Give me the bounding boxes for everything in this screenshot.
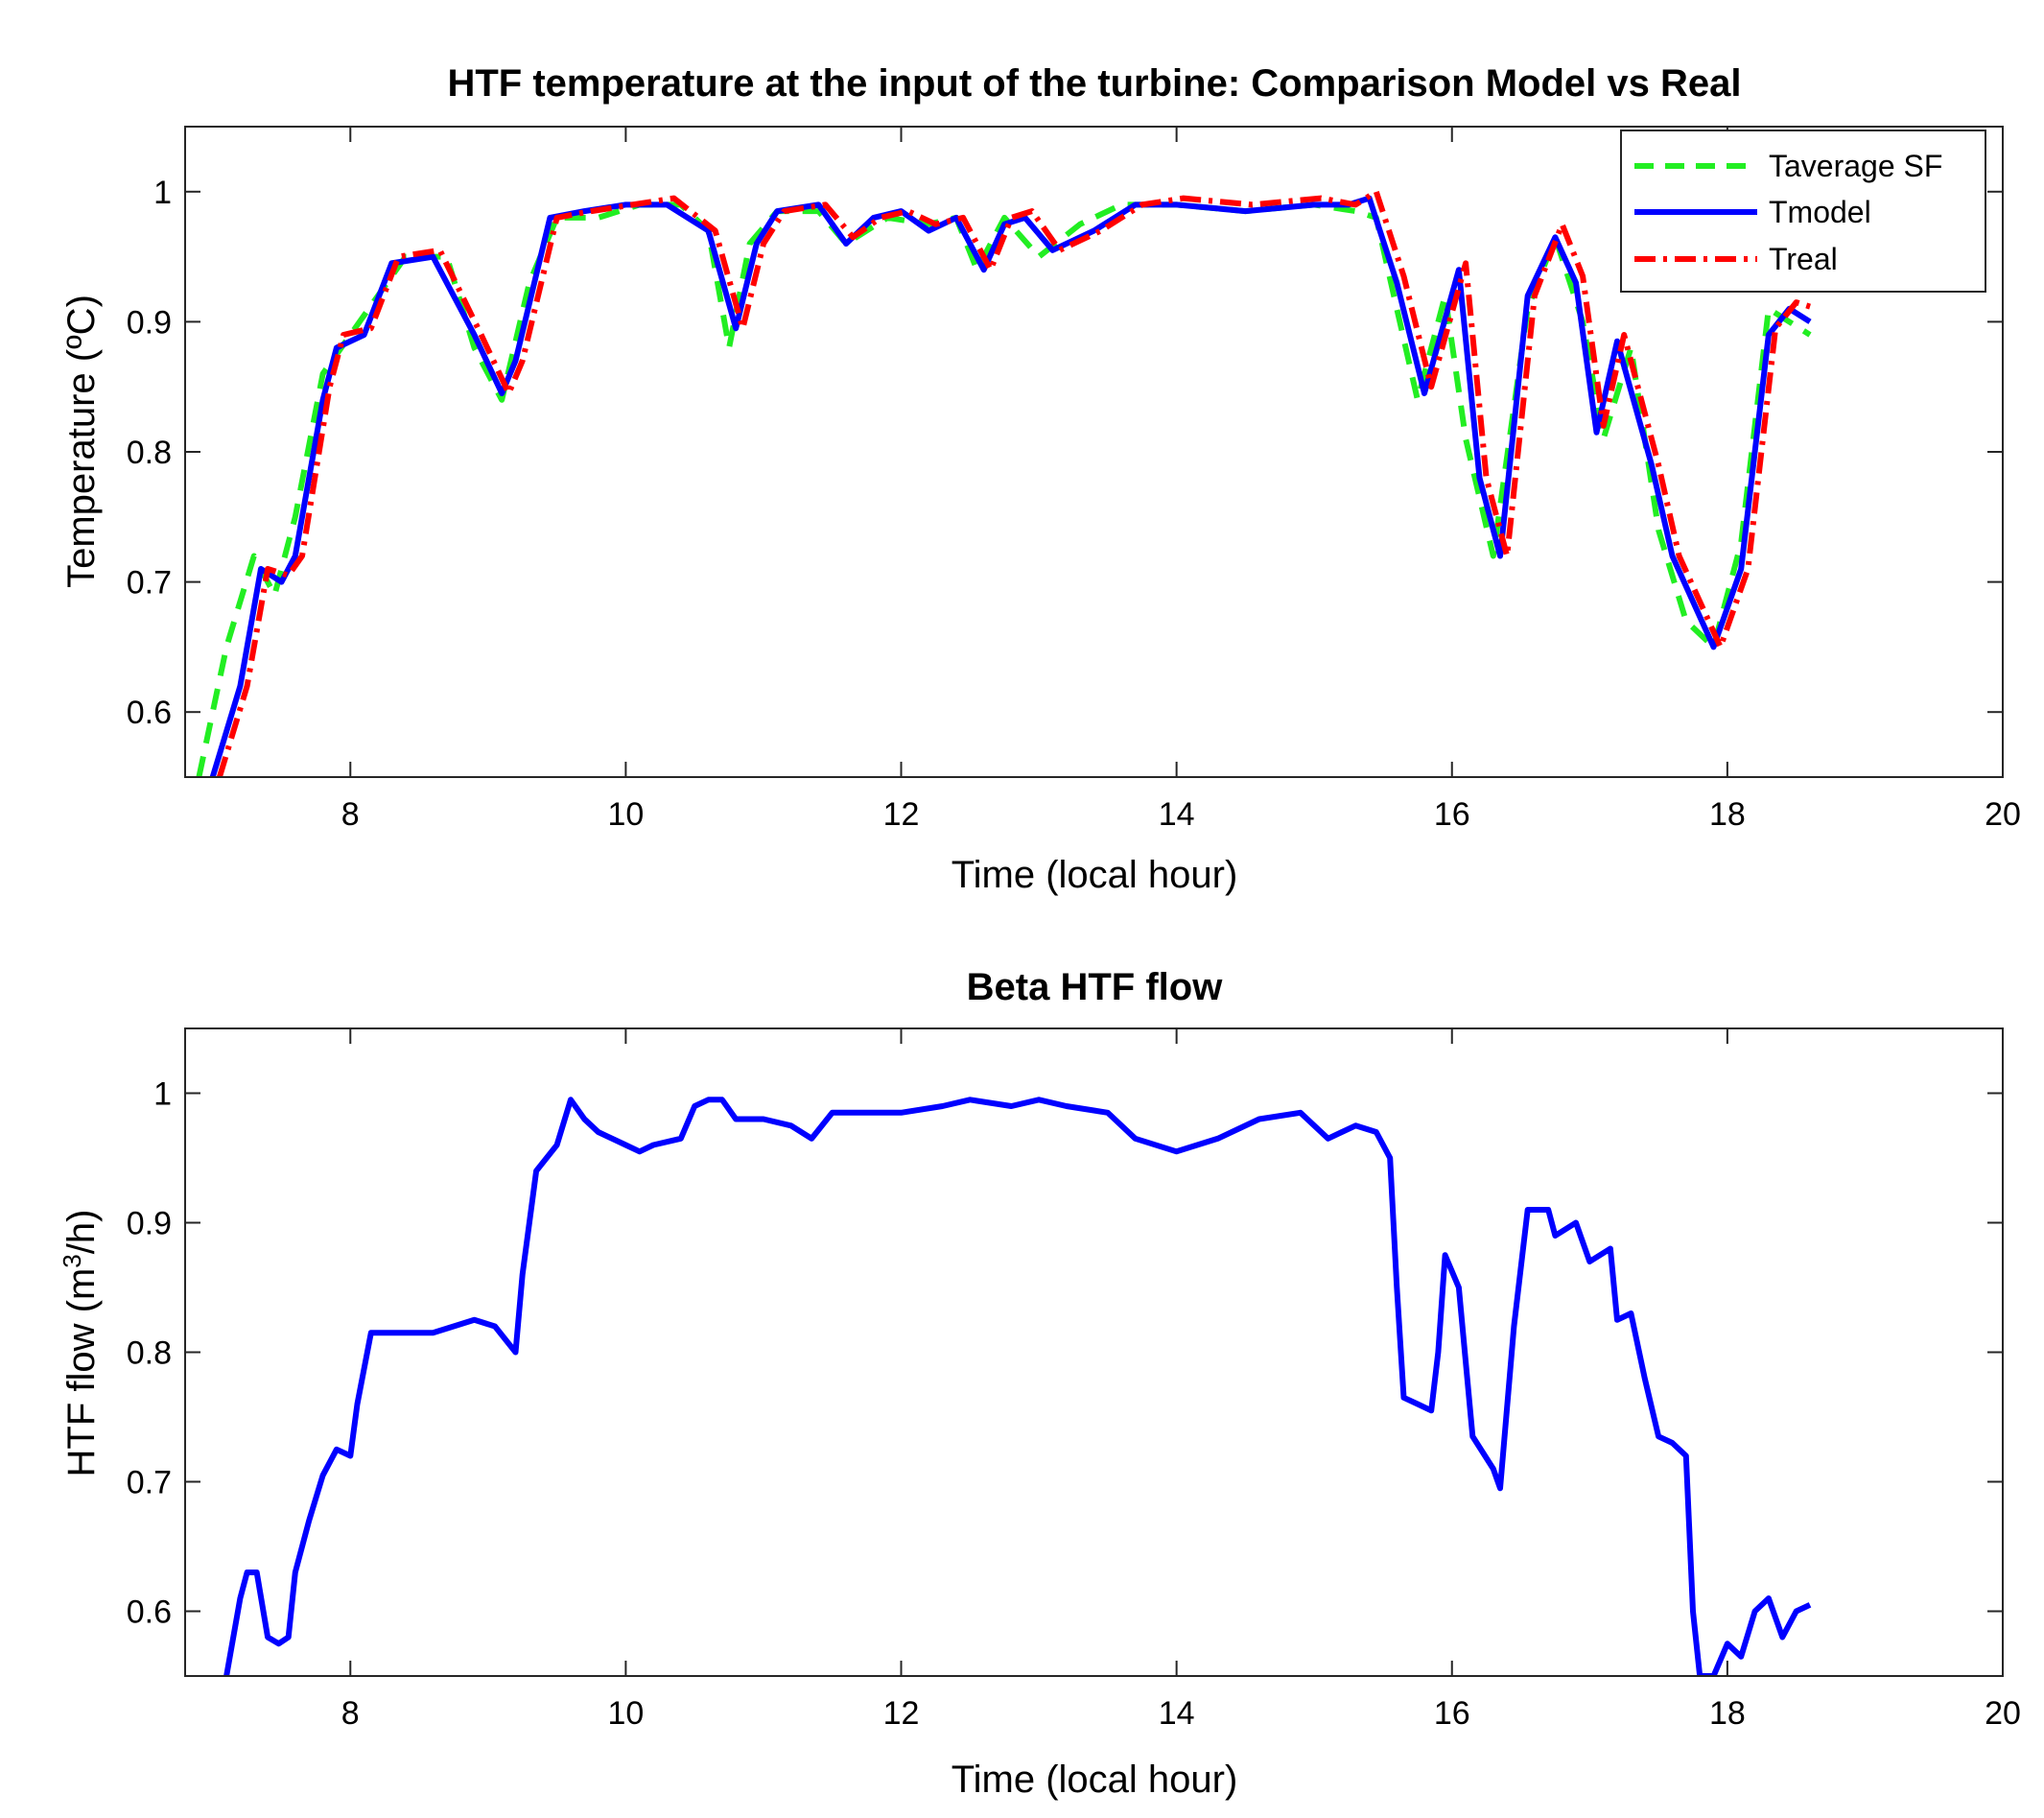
y-axis-label: HTF flow (m3/h) bbox=[58, 1210, 103, 1477]
y-axis-label-unit: /h) bbox=[60, 1210, 103, 1255]
x-tick-label: 10 bbox=[607, 796, 644, 833]
x-tick-label: 10 bbox=[607, 1695, 644, 1732]
y-tick-label: 0.6 bbox=[127, 695, 172, 731]
series-line-treal bbox=[217, 188, 1819, 777]
legend-label-taverage: Taverage SF bbox=[1769, 149, 1942, 183]
chart-title: Beta HTF flow bbox=[967, 966, 1224, 1008]
axes-frame bbox=[184, 126, 2004, 778]
chart-flow: Beta HTF flow 8 10 12 14 16 18 20 0.6 0.7 0.8 0.9 1… bbox=[58, 966, 2021, 1801]
x-tick-label: 14 bbox=[1159, 1695, 1195, 1732]
y-axis-label-main: HTF flow (m bbox=[60, 1268, 103, 1477]
x-tick-label: 14 bbox=[1159, 796, 1195, 833]
axes-frame bbox=[184, 1027, 2004, 1677]
legend-label-tmodel: Tmodel bbox=[1769, 195, 1871, 229]
legend-label-treal: Treal bbox=[1769, 242, 1838, 276]
series-line-series-0 bbox=[223, 1097, 1812, 1676]
tick-layer: 8 10 12 14 16 18 20 0.6 0.7 0.8 0.9 1 bbox=[127, 127, 2021, 833]
series-layer bbox=[196, 188, 1819, 777]
y-tick-label: 1 bbox=[153, 1076, 172, 1113]
y-tick-label: 0.9 bbox=[127, 1206, 172, 1242]
tick-layer: 8 10 12 14 16 18 20 0.6 0.7 0.8 0.9 1 bbox=[127, 1028, 2021, 1732]
y-axis-label-superscript: 3 bbox=[58, 1254, 86, 1267]
x-tick-label: 16 bbox=[1434, 1695, 1470, 1732]
series-line-tmodel bbox=[209, 195, 1812, 777]
x-tick-label: 8 bbox=[341, 1695, 360, 1732]
y-axis-label: Temperature (ºC) bbox=[60, 295, 103, 588]
series-layer bbox=[223, 1097, 1812, 1676]
x-tick-label: 12 bbox=[883, 1695, 920, 1732]
x-axis-label: Time (local hour) bbox=[952, 1759, 1238, 1801]
legend: Taverage SF Tmodel Treal bbox=[1620, 130, 1986, 293]
x-tick-label: 20 bbox=[1985, 1695, 2021, 1732]
x-axis-label: Time (local hour) bbox=[952, 854, 1238, 896]
y-tick-label: 0.8 bbox=[127, 435, 172, 471]
y-tick-label: 0.7 bbox=[127, 565, 172, 602]
x-tick-label: 12 bbox=[883, 796, 920, 833]
x-tick-label: 18 bbox=[1709, 796, 1746, 833]
x-tick-label: 20 bbox=[1985, 796, 2021, 833]
y-tick-label: 0.6 bbox=[127, 1594, 172, 1631]
x-tick-label: 8 bbox=[341, 796, 360, 833]
chart-temperature: HTF temperature at the input of the turb… bbox=[60, 62, 2021, 896]
x-tick-label: 16 bbox=[1434, 796, 1470, 833]
y-tick-label: 0.9 bbox=[127, 304, 172, 341]
y-tick-label: 0.7 bbox=[127, 1465, 172, 1501]
y-tick-label: 1 bbox=[153, 175, 172, 211]
chart-title: HTF temperature at the input of the turb… bbox=[447, 62, 1741, 105]
y-tick-label: 0.8 bbox=[127, 1335, 172, 1372]
x-tick-label: 18 bbox=[1709, 1695, 1746, 1732]
